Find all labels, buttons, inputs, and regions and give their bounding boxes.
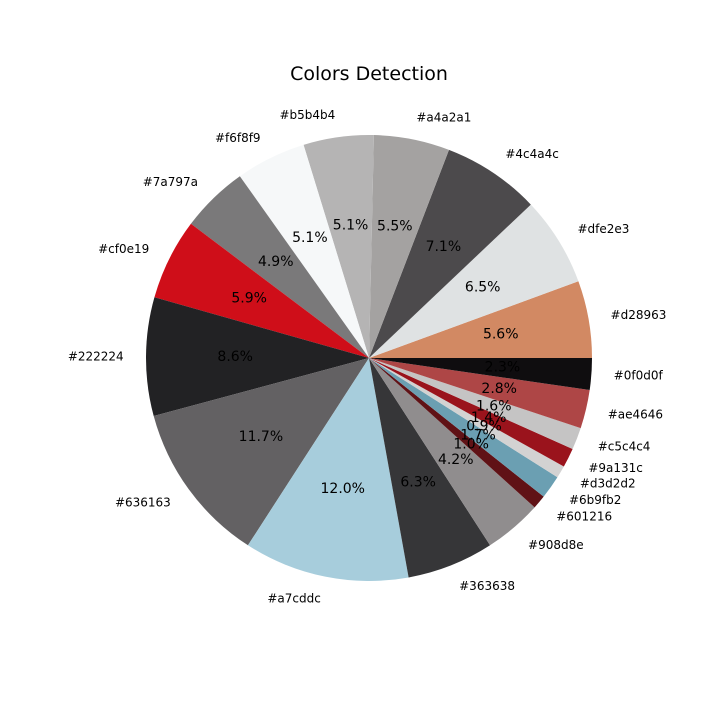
slice-percent-label: 5.9% <box>231 290 267 306</box>
slice-label: #9a131c <box>588 461 643 475</box>
pie-slice <box>369 358 558 497</box>
pie-slice <box>369 281 592 358</box>
pie-slice <box>154 223 369 358</box>
pie-slice <box>239 144 369 358</box>
slice-label: #b5b4b4 <box>279 108 335 122</box>
pie-slice <box>369 358 573 467</box>
slice-label: #363638 <box>459 579 515 593</box>
pie-slice <box>369 358 581 449</box>
slice-percent-label: 5.6% <box>483 327 519 343</box>
slice-percent-label: 5.5% <box>377 219 413 235</box>
slice-percent-label: 6.5% <box>465 280 501 296</box>
slice-percent-label: 0.9% <box>466 418 502 434</box>
slice-percent-label: 7.1% <box>426 239 462 255</box>
pie-slice <box>369 358 590 429</box>
slice-label: #cf0e19 <box>98 242 149 256</box>
slice-percent-label: 1.6% <box>476 398 512 414</box>
slice-percent-label: 4.9% <box>258 254 294 270</box>
slice-label: #601216 <box>556 509 612 523</box>
slice-percent-label: 1.4% <box>471 410 507 426</box>
slice-label: #d28963 <box>611 308 667 322</box>
pie-slice <box>303 135 374 358</box>
slice-label: #908d8e <box>528 538 584 552</box>
slice-percent-label: 4.2% <box>438 452 474 468</box>
chart-title: Colors Detection <box>290 63 448 85</box>
pie-slice <box>369 358 592 391</box>
pie-slice <box>369 358 491 578</box>
slice-percent-label: 5.1% <box>292 230 328 246</box>
pie-slice <box>190 176 369 358</box>
pie-slices <box>146 135 592 581</box>
slice-label: #6b9fb2 <box>569 493 621 507</box>
pie-slice <box>369 358 564 478</box>
slice-labels: #d28963 #dfe2e3 #4c4a4c #a4a2a1 #b5b4b4 #f6f8… <box>68 108 667 605</box>
slice-percent-label: 12.0% <box>321 481 365 497</box>
pie-slice <box>247 358 409 581</box>
slice-label: #222224 <box>68 349 124 363</box>
slice-percent-label: 5.1% <box>333 217 369 233</box>
percent-labels: 5.6% 6.5% 7.1% 5.5% 5.1% 5.1% 4.9% 5.9% 8.6% 11.7… <box>217 217 520 497</box>
pie-slice <box>369 149 531 358</box>
slice-percent-label: 6.3% <box>400 474 436 490</box>
slice-percent-label: 1.7% <box>460 427 496 443</box>
slice-percent-label: 11.7% <box>239 429 283 445</box>
pie-slice <box>153 358 369 546</box>
pie-slice <box>146 297 369 417</box>
slice-percent-label: 2.3% <box>485 360 521 376</box>
pie-slice <box>369 204 579 358</box>
slice-percent-label: 8.6% <box>217 349 253 365</box>
slice-label: #7a797a <box>143 175 198 189</box>
slice-label: #c5c4c4 <box>598 440 651 454</box>
slice-percent-label: 1.0% <box>453 436 489 452</box>
slice-label: #f6f8f9 <box>215 131 261 145</box>
slice-label: #a4a2a1 <box>416 110 471 124</box>
pie-slice <box>369 135 449 358</box>
pie-slice <box>369 358 535 546</box>
slice-label: #dfe2e3 <box>577 222 629 236</box>
slice-percent-label: 2.8% <box>481 381 517 397</box>
slice-label: #a7cddc <box>267 592 320 606</box>
slice-label: #ae4646 <box>608 407 663 421</box>
slice-label: #636163 <box>115 496 171 510</box>
slice-label: #d3d2d2 <box>580 476 636 490</box>
slice-label: #0f0d0f <box>614 369 664 383</box>
slice-label: #4c4a4c <box>505 147 559 161</box>
pie-slice <box>369 358 544 508</box>
